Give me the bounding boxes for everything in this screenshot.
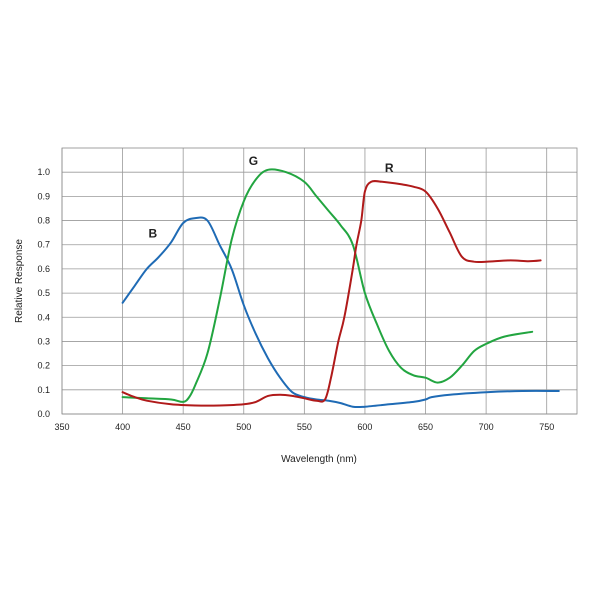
x-tick-label: 350 bbox=[54, 422, 69, 432]
series-labels: B G R bbox=[149, 154, 394, 241]
series-lines bbox=[121, 168, 560, 409]
x-tick-label: 750 bbox=[539, 422, 554, 432]
x-tick-label: 400 bbox=[115, 422, 130, 432]
x-tick-label: 450 bbox=[176, 422, 191, 432]
x-tick-label: 600 bbox=[357, 422, 372, 432]
series-r-line bbox=[121, 180, 542, 407]
y-tick-label: 0.9 bbox=[37, 191, 50, 201]
x-tick-label: 700 bbox=[479, 422, 494, 432]
x-axis-title: Wavelength (nm) bbox=[281, 454, 357, 465]
series-g-label: G bbox=[249, 154, 258, 168]
y-tick-labels: 0.0 0.1 0.2 0.3 0.4 0.5 0.6 0.7 0.8 0.9 1.0 bbox=[37, 167, 50, 419]
plot-area bbox=[61, 147, 578, 415]
series-b-line bbox=[121, 216, 560, 409]
x-tick-label: 650 bbox=[418, 422, 433, 432]
y-tick-label: 0.7 bbox=[37, 240, 50, 250]
y-tick-label: 1.0 bbox=[37, 167, 50, 177]
y-axis-title: Relative Response bbox=[14, 239, 25, 323]
y-tick-label: 0.3 bbox=[37, 336, 50, 346]
series-b-label: B bbox=[149, 226, 158, 240]
y-tick-label: 0.1 bbox=[37, 385, 50, 395]
x-tick-label: 550 bbox=[297, 422, 312, 432]
series-r-label: R bbox=[385, 161, 394, 175]
y-tick-label: 0.4 bbox=[37, 312, 50, 322]
y-tick-label: 0.5 bbox=[37, 288, 50, 298]
y-tick-label: 0.6 bbox=[37, 264, 50, 274]
series-g-line bbox=[121, 168, 534, 403]
x-tick-labels: 350 400 450 500 550 600 650 700 750 bbox=[54, 422, 554, 432]
y-tick-label: 0.2 bbox=[37, 361, 50, 371]
y-tick-label: 0.0 bbox=[37, 409, 50, 419]
x-tick-label: 500 bbox=[236, 422, 251, 432]
y-tick-label: 0.8 bbox=[37, 216, 50, 226]
